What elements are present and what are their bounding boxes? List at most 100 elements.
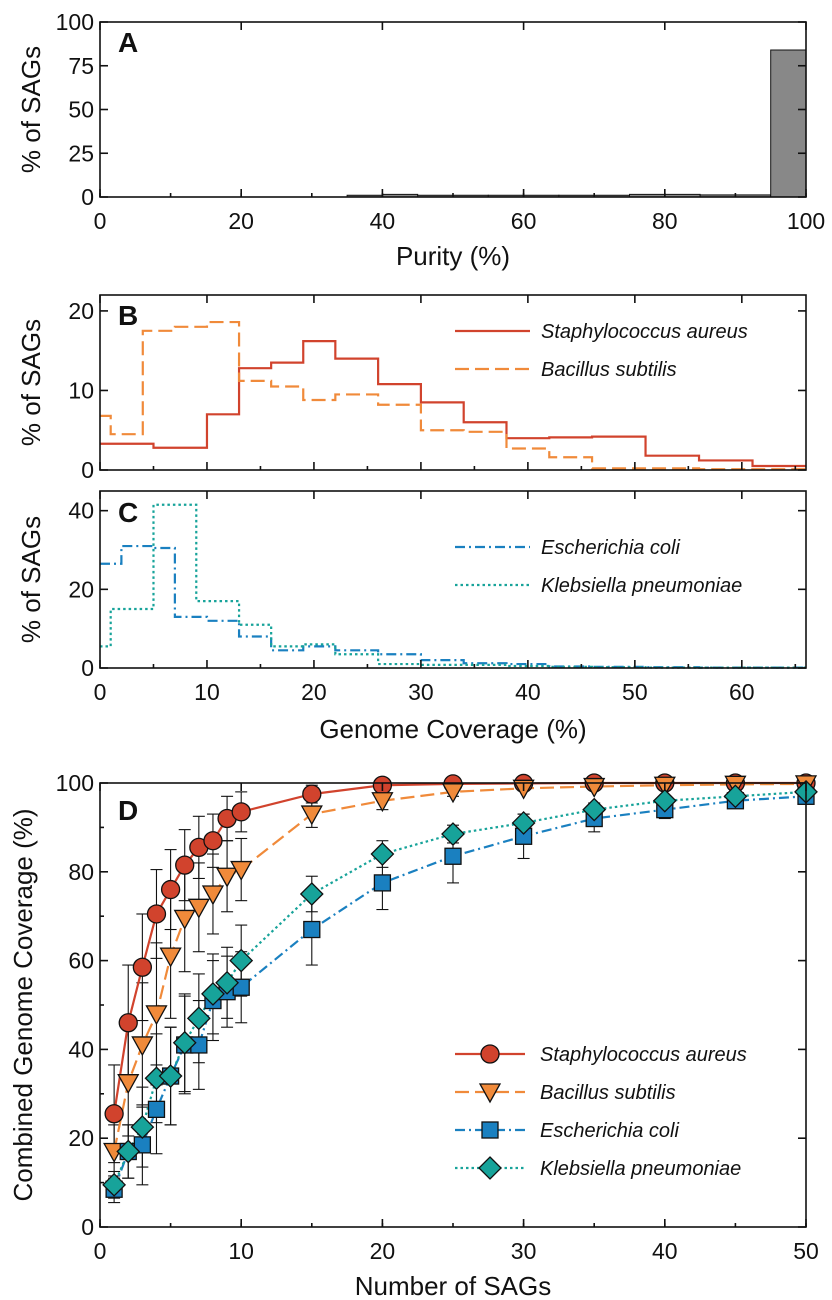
- data-point: [230, 860, 253, 881]
- legend-label-0: Staphylococcus aureus: [541, 321, 748, 343]
- y-tick-label: 25: [68, 140, 94, 166]
- y-tick-label: 60: [68, 948, 94, 974]
- legend-label-0: Staphylococcus aureus: [540, 1044, 747, 1066]
- panel-letter: D: [118, 795, 138, 826]
- data-point: [132, 957, 153, 977]
- data-point: [130, 1115, 155, 1140]
- data-point: [201, 981, 225, 1006]
- x-axis-title: Purity (%): [396, 241, 510, 271]
- y-tick-label: 40: [68, 498, 94, 524]
- panel-a: 0 20 40 60 80 100 0 25 50 75 100 A % of SAGs Purity (…: [16, 9, 825, 271]
- plot-frame-2: [99, 490, 807, 669]
- y-tick-label: 20: [68, 298, 94, 324]
- plot-frame-0: [99, 21, 807, 198]
- legend-label-1: Klebsiella pneumoniae: [541, 575, 742, 597]
- x-tick-label: 80: [652, 208, 678, 234]
- data-point: [215, 867, 239, 888]
- panel-letter: C: [118, 497, 138, 528]
- y-tick-label: 0: [81, 184, 94, 210]
- legend-marker-2: [481, 1121, 499, 1139]
- data-point: [175, 855, 195, 875]
- data-point: [201, 885, 225, 906]
- x-axis-title: Genome Coverage (%): [319, 714, 586, 744]
- x-tick-label: 30: [408, 679, 434, 705]
- histogram-bar: [770, 49, 807, 198]
- data-point: [159, 947, 182, 968]
- y-tick-label: 20: [68, 576, 94, 602]
- data-point: [652, 788, 677, 813]
- data-point: [511, 811, 536, 835]
- x-tick-label: 10: [228, 1238, 254, 1264]
- y-axis-title: Combined Genome Coverage (%): [8, 808, 38, 1201]
- x-tick-label: 40: [652, 1238, 678, 1264]
- data-point: [146, 904, 167, 924]
- data-point: [370, 842, 395, 866]
- plot-frame-1: [99, 294, 807, 471]
- data-point: [172, 1030, 197, 1055]
- data-point: [300, 805, 323, 826]
- x-tick-label: 30: [511, 1238, 537, 1264]
- x-tick-label: 20: [301, 679, 327, 705]
- y-tick-label: 20: [68, 1125, 94, 1151]
- data-point: [147, 1100, 166, 1118]
- y-axis-title: % of SAGs: [16, 516, 46, 643]
- legend-label-2: Escherichia coli: [540, 1120, 680, 1142]
- y-tick-label: 50: [68, 97, 94, 123]
- data-point: [158, 1064, 183, 1088]
- legend-label-0: Escherichia coli: [541, 537, 681, 559]
- x-axis-title: Number of SAGs: [355, 1271, 552, 1300]
- panel-letter: B: [118, 300, 138, 331]
- x-tick-label: 20: [228, 208, 254, 234]
- data-point: [117, 1074, 140, 1095]
- data-point: [145, 1005, 168, 1026]
- panel-letter: A: [118, 27, 138, 58]
- x-tick-label: 0: [94, 1238, 107, 1264]
- x-tick-label: 40: [515, 679, 541, 705]
- y-axis-title: % of SAGs: [16, 319, 46, 446]
- data-point: [299, 882, 324, 906]
- legend-marker-0: [480, 1044, 500, 1064]
- data-point: [371, 792, 394, 813]
- data-point: [303, 920, 321, 939]
- legend-label-1: Bacillus subtilis: [540, 1082, 676, 1104]
- data-point: [231, 802, 251, 822]
- series-line-1: [100, 320, 806, 471]
- x-tick-label: 0: [94, 208, 107, 234]
- data-point: [229, 948, 254, 973]
- y-tick-label: 0: [81, 457, 94, 483]
- y-axis-title: % of SAGs: [16, 46, 46, 173]
- series-line-1: [100, 503, 806, 669]
- data-point: [187, 898, 210, 919]
- panel-c: Escherichia coli Klebsiella pneumoniae 0 20…: [16, 490, 807, 744]
- x-tick-label: 40: [370, 208, 396, 234]
- data-point: [444, 847, 462, 865]
- panel-b: Staphylococcus aureus Bacillus subtilis 0 1…: [16, 294, 807, 483]
- data-point: [160, 879, 181, 900]
- x-tick-label: 60: [729, 679, 755, 705]
- data-point: [102, 1172, 127, 1197]
- panel-d: 0 10 20 30 40 50 0 20 40 60 80 100 D Combined Genome …: [8, 770, 819, 1300]
- y-tick-label: 100: [56, 770, 94, 796]
- data-point: [723, 784, 748, 809]
- y-tick-label: 0: [81, 655, 94, 681]
- x-tick-label: 20: [370, 1238, 396, 1264]
- data-point: [173, 909, 196, 930]
- y-tick-label: 0: [81, 1214, 94, 1240]
- data-point: [116, 1139, 141, 1164]
- data-point: [582, 797, 607, 822]
- y-tick-label: 80: [68, 859, 94, 885]
- y-tick-label: 75: [68, 53, 94, 79]
- data-point: [215, 970, 239, 995]
- data-point: [118, 1013, 138, 1033]
- data-point: [302, 784, 322, 804]
- x-tick-label: 50: [793, 1238, 819, 1264]
- data-point: [186, 1006, 211, 1031]
- data-point: [131, 1036, 154, 1057]
- data-point: [373, 874, 392, 892]
- y-tick-label: 10: [68, 377, 94, 403]
- legend-marker-1: [478, 1083, 502, 1104]
- y-tick-label: 40: [68, 1036, 94, 1062]
- data-point: [441, 783, 465, 804]
- legend-label-1: Bacillus subtilis: [541, 359, 677, 381]
